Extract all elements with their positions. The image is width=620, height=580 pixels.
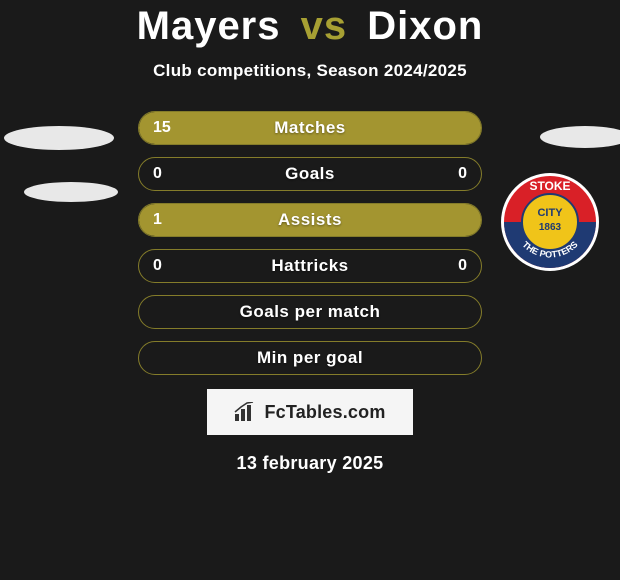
- player1-blob-2: [24, 182, 118, 202]
- crest-top-text: STOKE: [529, 179, 570, 193]
- stat-label: Min per goal: [139, 342, 481, 374]
- crest-year-text: 1863: [539, 222, 562, 233]
- stat-label: Matches: [139, 112, 481, 144]
- player2-name: Dixon: [367, 4, 483, 48]
- club-crest-icon: STOKE CITY 1863 THE POTTERS: [500, 172, 600, 272]
- stat-row: 15Matches: [138, 111, 482, 145]
- stat-row: 1Assists: [138, 203, 482, 237]
- date-label: 13 february 2025: [0, 453, 620, 474]
- stat-row: Min per goal: [138, 341, 482, 375]
- player1-blob-1: [4, 126, 114, 150]
- fctables-logo: FcTables.com: [207, 389, 413, 435]
- comparison-title: Mayers vs Dixon: [0, 0, 620, 49]
- crest-city-text: CITY: [537, 207, 563, 219]
- stat-row: 00Goals: [138, 157, 482, 191]
- stat-row: 00Hattricks: [138, 249, 482, 283]
- stat-label: Assists: [139, 204, 481, 236]
- stats-container: 15Matches 00Goals 1Assists 00Hattricks Goals…: [138, 111, 482, 375]
- vs-label: vs: [301, 4, 348, 48]
- subtitle: Club competitions, Season 2024/2025: [0, 61, 620, 81]
- stat-label: Goals: [139, 158, 481, 190]
- player1-name: Mayers: [137, 4, 281, 48]
- stat-label: Hattricks: [139, 250, 481, 282]
- stat-label: Goals per match: [139, 296, 481, 328]
- player2-blob-1: [540, 126, 620, 148]
- chart-icon: [234, 402, 258, 422]
- stat-row: Goals per match: [138, 295, 482, 329]
- logo-text: FcTables.com: [264, 402, 385, 423]
